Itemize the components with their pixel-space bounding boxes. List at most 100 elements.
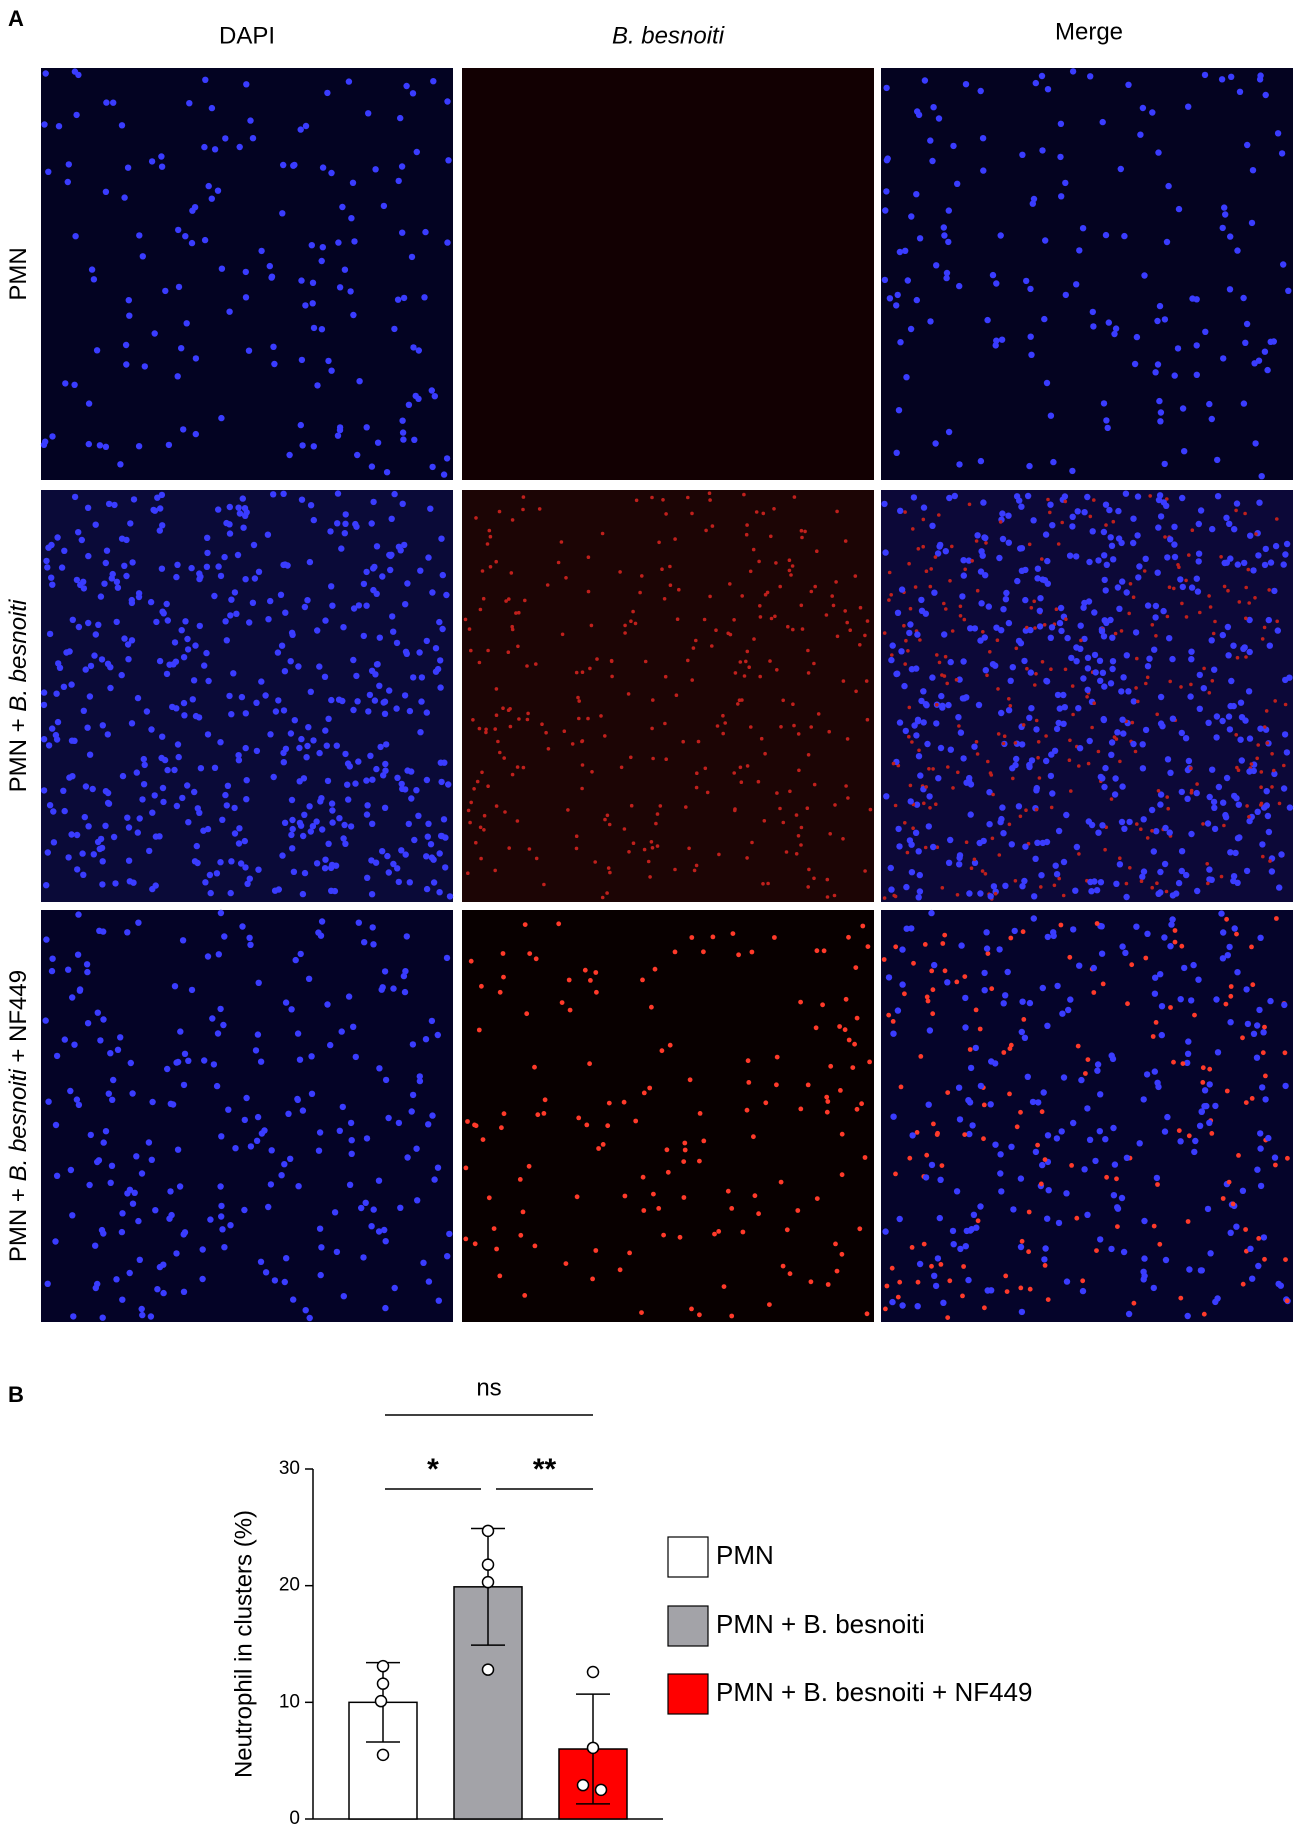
parasite	[1077, 852, 1081, 856]
parasite	[859, 1101, 864, 1107]
parasite	[723, 721, 727, 725]
nucleus	[188, 564, 195, 572]
parasite	[1253, 596, 1257, 600]
nucleus	[1005, 619, 1013, 627]
nucleus	[1044, 1132, 1052, 1139]
nucleus	[1160, 607, 1167, 615]
nucleus	[421, 294, 428, 301]
nucleus	[135, 590, 143, 597]
nucleus	[1157, 791, 1165, 798]
nucleus	[423, 853, 430, 860]
nucleus	[1000, 1000, 1007, 1007]
nucleus	[266, 262, 273, 270]
nucleus	[1050, 458, 1057, 466]
parasite	[945, 681, 949, 686]
parasite	[696, 739, 701, 744]
nucleus	[368, 857, 375, 864]
nucleus	[926, 1027, 934, 1034]
nucleus	[915, 848, 922, 855]
parasite	[834, 1268, 840, 1274]
nucleus	[1152, 369, 1159, 376]
nucleus	[334, 432, 342, 439]
nucleus	[403, 650, 410, 657]
nucleus	[897, 507, 904, 514]
nucleus	[1057, 120, 1065, 128]
nucleus	[1144, 602, 1152, 609]
nucleus	[1121, 825, 1128, 832]
nucleus	[1271, 587, 1278, 595]
parasite	[772, 935, 777, 940]
nucleus	[264, 531, 272, 538]
nucleus	[1086, 558, 1093, 566]
parasite	[883, 1306, 888, 1312]
nucleus	[1140, 868, 1148, 875]
parasite	[933, 555, 938, 559]
nucleus	[307, 502, 315, 509]
parasite	[805, 1082, 811, 1088]
parasite	[1135, 656, 1139, 661]
nucleus	[1185, 1038, 1192, 1045]
nucleus	[1107, 534, 1114, 541]
nucleus	[108, 575, 116, 582]
parasite	[1124, 881, 1129, 886]
nucleus	[950, 1241, 957, 1248]
nucleus	[1060, 691, 1067, 699]
parasite	[956, 770, 960, 775]
nucleus	[385, 869, 392, 876]
nucleus	[1053, 725, 1061, 733]
parasite	[1134, 686, 1138, 690]
nucleus	[1206, 1119, 1213, 1127]
nucleus	[1109, 658, 1117, 665]
nucleus	[1169, 715, 1177, 722]
parasite	[479, 856, 483, 861]
nucleus	[71, 381, 78, 388]
nucleus	[97, 593, 105, 600]
nucleus	[990, 883, 998, 890]
parasite	[480, 770, 484, 775]
nucleus	[1130, 539, 1137, 547]
parasite	[890, 653, 894, 657]
nucleus	[1275, 1280, 1282, 1288]
nucleus	[1181, 964, 1188, 972]
nucleus	[55, 123, 63, 130]
nucleus	[318, 257, 325, 265]
parasite	[522, 922, 528, 927]
nucleus	[1194, 588, 1202, 595]
nucleus	[1095, 829, 1102, 836]
parasite	[923, 845, 928, 850]
parasite	[681, 739, 685, 744]
parasite	[1155, 712, 1159, 717]
nucleus	[192, 430, 199, 438]
nucleus	[339, 1103, 346, 1111]
parasite	[1049, 667, 1053, 671]
nucleus	[267, 1181, 275, 1188]
nucleus	[102, 822, 109, 829]
parasite	[651, 1191, 656, 1197]
parasite	[574, 834, 579, 838]
parasite	[1046, 497, 1050, 502]
parasite	[1255, 756, 1259, 761]
parasite	[903, 821, 907, 825]
nucleus	[1226, 726, 1234, 733]
parasite	[640, 977, 645, 983]
nucleus	[1167, 769, 1174, 776]
nucleus	[434, 1164, 442, 1171]
nucleus	[409, 90, 417, 97]
nucleus	[403, 82, 410, 90]
nucleus	[235, 757, 243, 764]
nucleus	[147, 598, 155, 606]
nucleus	[1008, 841, 1015, 848]
parasite	[929, 968, 935, 974]
nucleus	[1123, 652, 1131, 659]
nucleus	[1004, 968, 1011, 976]
parasite	[1262, 725, 1267, 729]
parasite	[521, 765, 526, 770]
parasite	[924, 785, 928, 789]
nucleus	[306, 803, 313, 810]
parasite	[544, 730, 548, 735]
nucleus	[92, 631, 100, 638]
nucleus	[942, 548, 949, 555]
parasite	[1057, 876, 1061, 881]
nucleus	[922, 610, 929, 617]
nucleus	[1227, 702, 1234, 710]
